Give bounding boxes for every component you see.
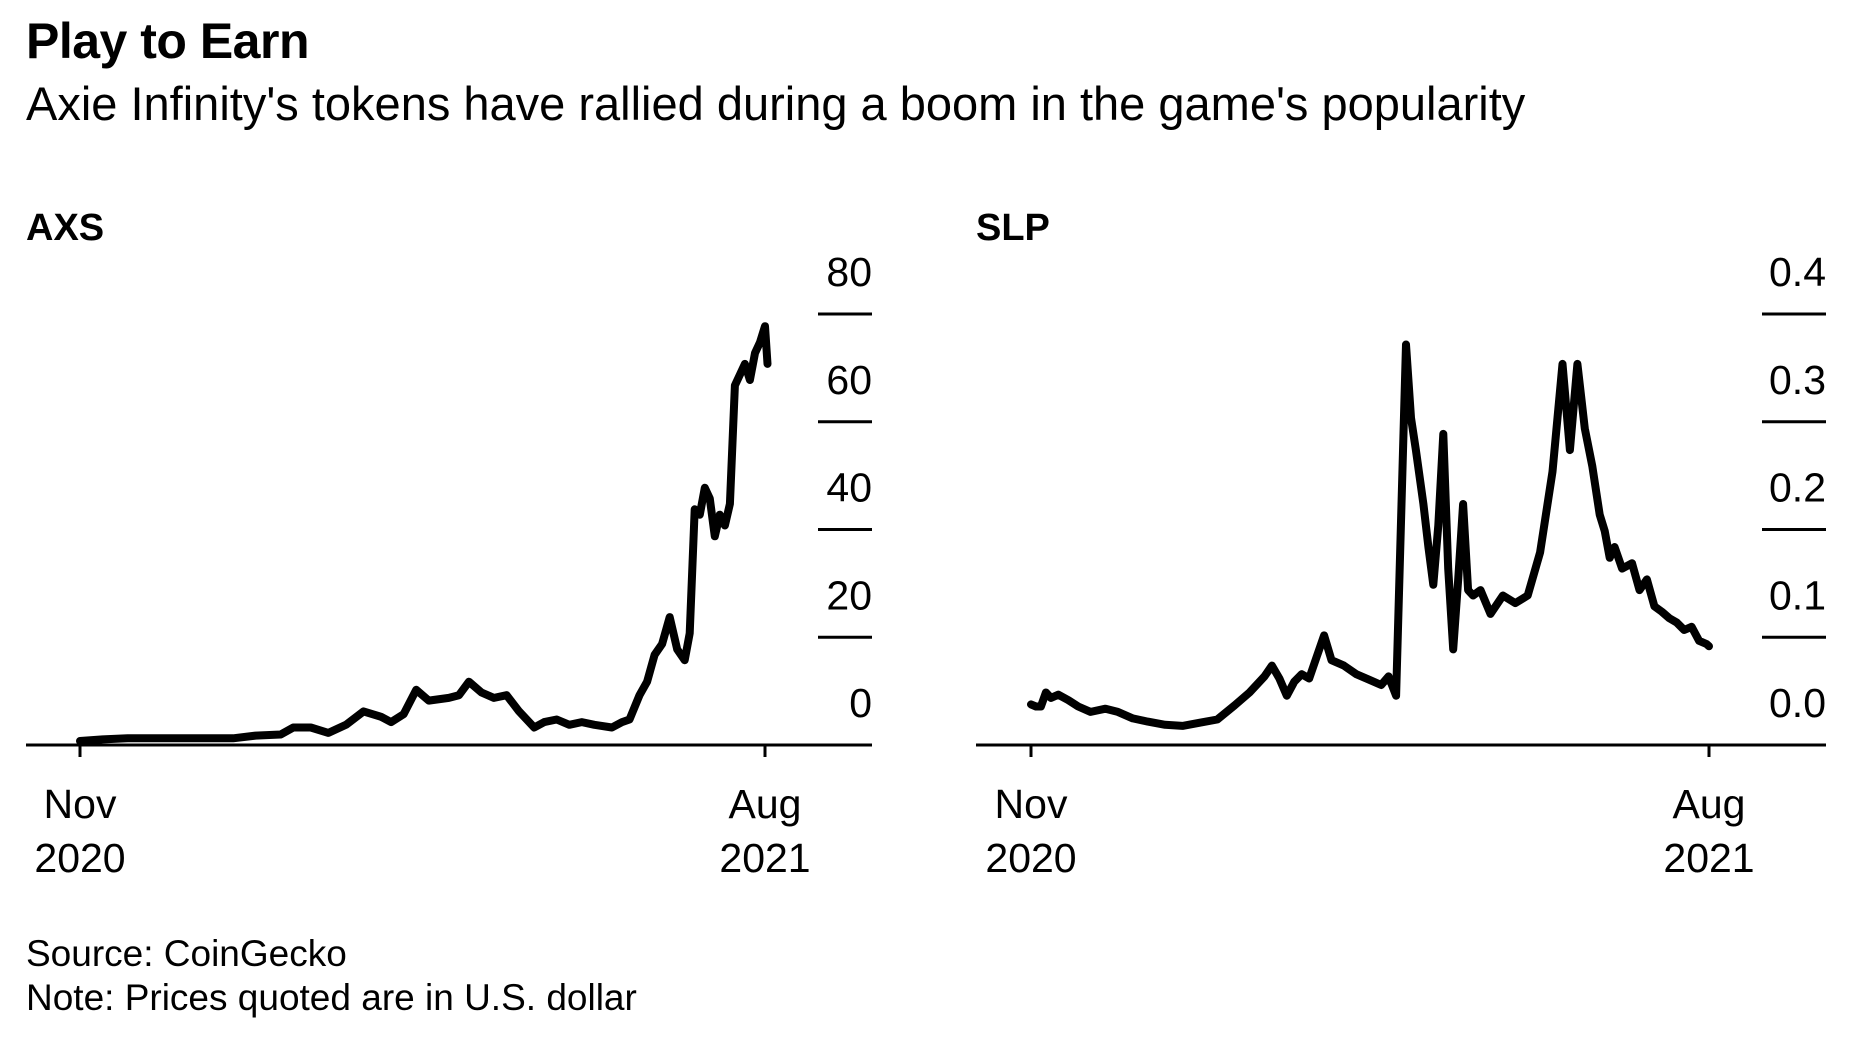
- axs-y-tick-label: 60: [826, 357, 872, 403]
- axs-y-tick-label: 0: [849, 680, 872, 726]
- slp-x-axis: Nov 2020 Aug 2021: [985, 745, 1755, 881]
- slp-panel: SLP 0.0 0.1 0.2 0.3 0.4 Nov 2020 Aug 2021: [976, 207, 1826, 881]
- axs-x-tick-label: 2021: [719, 835, 810, 881]
- slp-y-tick-label: 0.1: [1769, 572, 1826, 618]
- slp-x-tick-label: Nov: [995, 781, 1068, 827]
- slp-y-tick-label: 0.2: [1769, 465, 1826, 511]
- chart-subtitle: Axie Infinity's tokens have rallied duri…: [26, 77, 1526, 130]
- axs-x-tick-label: 2020: [34, 835, 125, 881]
- slp-x-tick-label: Aug: [1673, 781, 1746, 827]
- slp-y-tick-label: 0.4: [1769, 249, 1826, 295]
- slp-price-line: [1027, 340, 1713, 730]
- slp-x-tick-label: 2021: [1663, 835, 1754, 881]
- axs-price-line: [76, 322, 772, 745]
- footnotes: Source: CoinGecko Note: Prices quoted ar…: [26, 932, 637, 1020]
- slp-y-tick-label: 0.0: [1769, 680, 1826, 726]
- chart-title: Play to Earn: [26, 13, 310, 69]
- axs-x-tick-label: Aug: [729, 781, 802, 827]
- axs-y-tick-label: 80: [826, 249, 872, 295]
- slp-panel-title: SLP: [976, 207, 1050, 249]
- source-note: Source: CoinGecko: [26, 933, 347, 974]
- slp-y-axis: 0.0 0.1 0.2 0.3 0.4: [1762, 249, 1826, 726]
- axs-x-axis: Nov 2020 Aug 2021: [34, 745, 811, 881]
- axs-panel-title: AXS: [26, 207, 104, 249]
- slp-y-tick-label: 0.3: [1769, 357, 1826, 403]
- prices-note: Note: Prices quoted are in U.S. dollar: [26, 977, 637, 1018]
- slp-x-tick-label: 2020: [985, 835, 1076, 881]
- axs-y-tick-label: 40: [826, 465, 872, 511]
- axs-y-axis: 0 20 40 60 80: [818, 249, 872, 726]
- axs-x-tick-label: Nov: [44, 781, 117, 827]
- axs-panel: AXS 0 20 40 60 80 Nov 2020 Aug 2021: [26, 207, 872, 881]
- axs-y-tick-label: 20: [826, 572, 872, 618]
